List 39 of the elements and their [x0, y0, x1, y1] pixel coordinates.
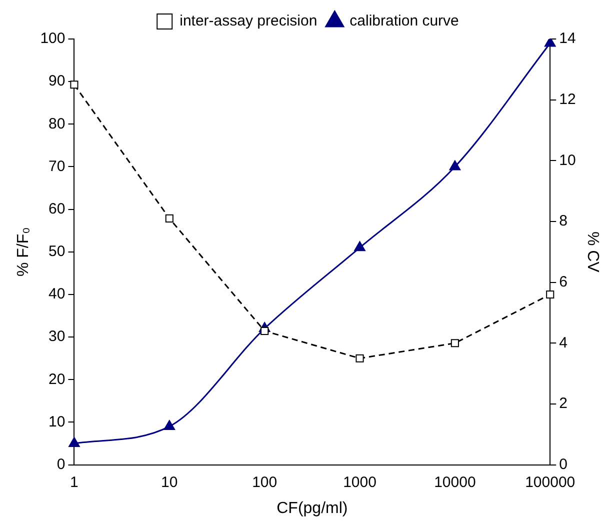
- y2-tick-label: 0: [559, 456, 568, 473]
- y2-axis-title: % CV: [584, 231, 601, 273]
- y-tick-label: 50: [48, 243, 66, 260]
- y2-tick-label: 12: [559, 90, 576, 108]
- x-tick-label: 10: [161, 474, 178, 491]
- y-tick-label: 20: [48, 370, 66, 388]
- point: [70, 80, 78, 89]
- point: [356, 354, 364, 362]
- y-axis-title: % F/F₀: [15, 227, 32, 277]
- y2-tick-label: 8: [559, 212, 568, 230]
- y2-tick-label: 4: [559, 334, 568, 352]
- x-tick-label: 100: [252, 474, 278, 491]
- y-tick-label: 70: [48, 158, 66, 175]
- y-tick-label: 90: [48, 72, 66, 90]
- y2-tick-label: 6: [559, 273, 568, 290]
- legend-label: inter-assay precision: [180, 12, 318, 30]
- y2-tick-label: 2: [559, 395, 568, 412]
- y-tick-label: 80: [48, 115, 66, 132]
- x-tick-label: 1: [70, 474, 78, 491]
- x-tick-label: 1000: [343, 474, 376, 491]
- x-tick-label: 10000: [434, 474, 476, 491]
- point: [449, 160, 461, 170]
- y-tick-label: 40: [48, 286, 66, 303]
- x-axis-title: CF(pg/ml): [276, 500, 348, 517]
- x-tick-label: 100000: [525, 474, 576, 491]
- point: [546, 290, 554, 299]
- y2-tick-label: 14: [559, 30, 576, 48]
- point: [164, 420, 176, 430]
- y-tick-label: 100: [40, 30, 66, 48]
- point: [68, 437, 80, 448]
- legend-label: calibration curve: [350, 12, 459, 30]
- y-tick-label: 30: [48, 328, 66, 346]
- point: [165, 214, 174, 222]
- y-tick-label: 0: [56, 456, 66, 473]
- point: [354, 241, 366, 252]
- y-tick-label: 60: [48, 200, 66, 218]
- point: [450, 339, 459, 348]
- y2-tick-label: 10: [559, 152, 576, 169]
- y-tick-label: 10: [48, 413, 66, 430]
